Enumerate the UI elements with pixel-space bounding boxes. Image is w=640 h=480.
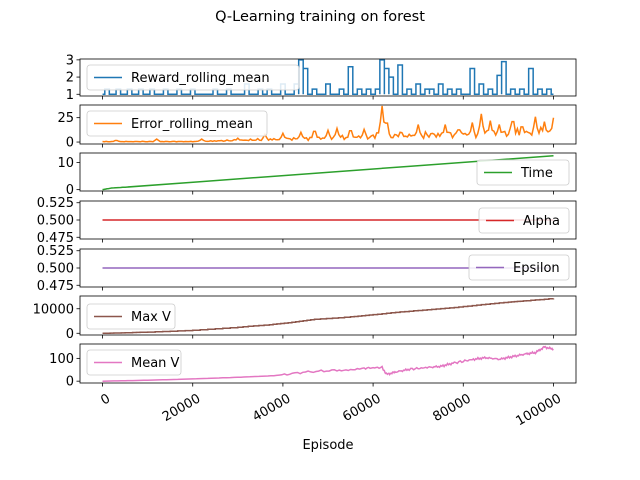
legend-label: Max V (131, 310, 171, 325)
subplot-5: 0.475 0.500 0.525 Epsilon (37, 244, 577, 294)
legend-box (476, 159, 570, 186)
legend: Error_rolling_mean (86, 110, 268, 137)
legend-label: Reward_rolling_mean (131, 71, 270, 86)
subplot-7: 0 100 Mean V (49, 343, 577, 390)
subplot-3: 0 10 Time (57, 152, 577, 198)
series-line-mean-v (102, 345, 554, 382)
axes-frame (79, 58, 577, 97)
axes-frame (79, 104, 577, 145)
y-tick-label: 1 (66, 88, 74, 103)
y-tick-label: 100 (49, 352, 74, 367)
y-tick-label: 0 (66, 183, 74, 198)
legend-label: Mean V (131, 356, 180, 371)
series-line-max-v (102, 298, 555, 335)
y-tick-label: 2 (66, 71, 74, 86)
y-tick-label: 0 (66, 327, 74, 342)
y-tick-label: 0 (66, 375, 74, 390)
series-line-time (102, 154, 554, 191)
axes-frame (79, 152, 577, 192)
legend: Reward_rolling_mean (86, 64, 300, 91)
y-tick-label: 25 (57, 111, 74, 126)
y-tick-label: 0.525 (37, 244, 74, 259)
y-tick-label: 0.500 (37, 262, 74, 277)
legend-label: Alpha (523, 214, 560, 229)
legend: Epsilon (468, 254, 570, 281)
series-line-reward-rolling-mean (102, 59, 554, 96)
legend-box (86, 303, 176, 330)
subplot-4: 0.475 0.500 0.525 Alpha (37, 196, 577, 246)
legend: Mean V (86, 349, 182, 376)
x-axis-label: Episode (302, 438, 353, 453)
subplot-2: 0 25 Error_rolling_mean (57, 104, 577, 151)
subplot-6: 0 10000 Max V (33, 295, 577, 342)
y-tick-label: 10 (57, 156, 74, 171)
legend-box (478, 207, 570, 234)
axes-frame (79, 343, 577, 384)
y-tick-label: 0.475 (37, 231, 74, 246)
legend-label: Error_rolling_mean (131, 117, 253, 132)
y-tick-label: 0 (66, 136, 74, 151)
y-tick-label: 0.525 (37, 196, 74, 211)
y-tick-label: 10000 (33, 302, 74, 317)
legend-label: Epsilon (513, 261, 560, 276)
axes-frame (79, 295, 577, 336)
legend: Time (476, 159, 570, 186)
legend: Max V (86, 303, 176, 330)
legend-label: Time (520, 166, 553, 181)
legend: Alpha (478, 207, 570, 234)
legend-box (86, 349, 182, 376)
legend-box (86, 110, 268, 137)
y-tick-label: 3 (66, 53, 74, 68)
subplot-1: 1 2 3 Reward_rolling_mean (66, 53, 577, 103)
y-tick-label: 0.475 (37, 279, 74, 294)
chart-title: Q-Learning training on forest (215, 9, 425, 25)
legend-box (468, 254, 570, 281)
legend-box (86, 64, 300, 91)
y-tick-label: 0.500 (37, 214, 74, 229)
series-line-error-rolling-mean (102, 105, 555, 143)
subplots: 1 2 3 Reward_rolling_mean 0 25 Error_rolling_m… (33, 53, 577, 390)
